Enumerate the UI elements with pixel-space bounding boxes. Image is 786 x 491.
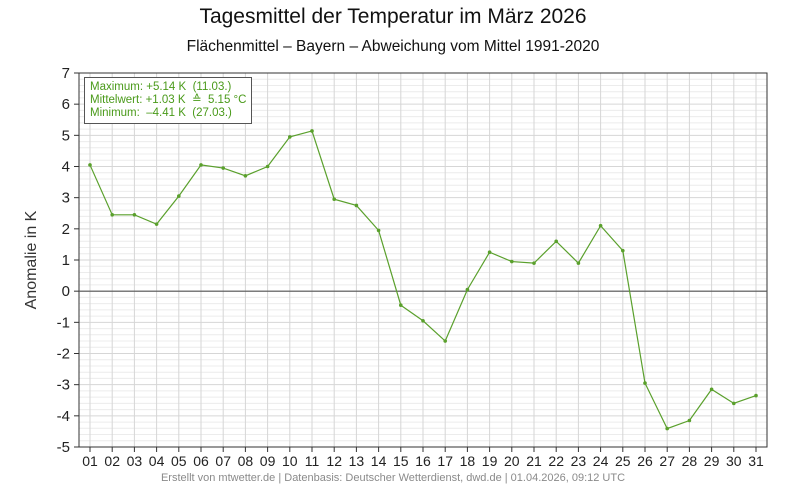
y-tick-label: 1	[62, 252, 70, 269]
data-point	[665, 426, 669, 431]
y-tick-label: 0	[62, 283, 70, 300]
x-tick-label: 24	[593, 453, 609, 469]
data-point	[199, 163, 203, 167]
y-tick-label: 2	[62, 221, 70, 238]
data-point	[265, 164, 270, 169]
y-tick-label: 7	[62, 65, 70, 82]
x-tick-label: 03	[127, 453, 143, 469]
data-point	[332, 197, 337, 202]
x-tick-label: 21	[526, 453, 542, 469]
y-tick-label: 6	[62, 96, 70, 113]
x-tick-label: 15	[393, 453, 409, 469]
x-tick-label: 31	[748, 453, 764, 469]
data-point	[643, 381, 647, 385]
data-point	[687, 418, 692, 423]
y-tick-label: 5	[62, 127, 70, 144]
y-tick-label: -1	[57, 314, 70, 331]
x-tick-label: 07	[215, 453, 231, 469]
x-tick-labels: 01 02 03 04 05 06 07 08 09 10 11 12 13 14 15 16 17 18 19 20…	[82, 453, 764, 469]
x-tick-label: 18	[460, 453, 476, 469]
data-point	[465, 287, 470, 292]
data-point	[310, 129, 314, 133]
data-point	[110, 213, 114, 217]
footer-credit: Erstellt von mtwetter.de | Datenbasis: D…	[160, 472, 626, 484]
y-tick-label: -5	[57, 439, 70, 456]
x-tick-label: 17	[437, 453, 453, 469]
stat-mean: Mittelwert: +1.03 K ≙ 5.15 °C	[90, 94, 247, 106]
stat-max: Maximum: +5.14 K (11.03.)	[90, 81, 232, 93]
data-point	[243, 174, 248, 178]
y-axis-label: Anomalie in K	[23, 210, 40, 309]
x-tick-label: 29	[704, 453, 720, 469]
x-tick-label: 14	[371, 453, 387, 469]
stat-min: Minimum: –4.41 K (27.03.)	[90, 107, 232, 119]
x-tick-label: 25	[615, 453, 631, 469]
data-point	[221, 166, 225, 170]
y-tick-label: 4	[62, 159, 70, 176]
data-point	[576, 261, 581, 265]
data-point	[376, 228, 381, 233]
x-tick-label: 22	[548, 453, 564, 469]
data-point	[154, 222, 159, 226]
chart-subtitle: Flächenmittel – Bayern – Abweichung vom …	[186, 38, 600, 55]
x-tick-label: 20	[504, 453, 520, 469]
x-tick-label: 08	[238, 453, 254, 469]
x-tick-label: 01	[82, 453, 98, 469]
x-tick-label: 02	[104, 453, 120, 469]
x-tick-label: 04	[149, 453, 165, 469]
data-point	[754, 393, 758, 398]
x-tick-label: 06	[193, 453, 209, 469]
data-point	[532, 261, 536, 265]
x-tick-label: 12	[326, 453, 342, 469]
x-tick-label: 30	[726, 453, 742, 469]
data-point	[621, 248, 625, 253]
y-tick-labels: -5 -4 -3 -2 -1 0 1 2 3 4 5 6 7	[57, 65, 70, 456]
data-point	[598, 223, 603, 228]
data-point	[709, 387, 714, 392]
y-tick-label: 3	[62, 190, 70, 207]
x-tick-label: 19	[482, 453, 498, 469]
series-line	[88, 129, 758, 431]
data-point	[554, 239, 558, 244]
data-point	[421, 318, 425, 323]
x-tick-label: 13	[349, 453, 365, 469]
y-tick-label: -3	[57, 377, 70, 394]
x-tick-label: 26	[637, 453, 653, 469]
y-tick-label: -2	[57, 346, 70, 363]
data-point	[399, 303, 403, 307]
x-tick-label: 11	[305, 453, 320, 469]
axes	[74, 72, 768, 452]
x-tick-label: 05	[171, 453, 187, 469]
x-tick-label: 27	[659, 453, 675, 469]
data-point	[510, 259, 514, 264]
data-point	[88, 163, 92, 167]
data-point	[443, 339, 448, 343]
x-tick-label: 09	[260, 453, 276, 469]
chart-title: Tagesmittel der Temperatur im März 2026	[199, 5, 587, 28]
data-point	[354, 203, 359, 208]
y-tick-label: -4	[57, 408, 70, 425]
data-point	[177, 194, 181, 198]
x-tick-label: 10	[282, 453, 298, 469]
data-point	[487, 250, 492, 255]
data-point	[732, 401, 736, 406]
grid	[79, 72, 767, 448]
stats-box: Maximum: +5.14 K (11.03.) Mittelwert: +1.…	[84, 77, 253, 124]
data-point	[288, 135, 292, 139]
x-tick-label: 28	[682, 453, 698, 469]
data-point	[132, 213, 137, 217]
x-tick-label: 16	[415, 453, 431, 469]
x-tick-label: 23	[571, 453, 587, 469]
